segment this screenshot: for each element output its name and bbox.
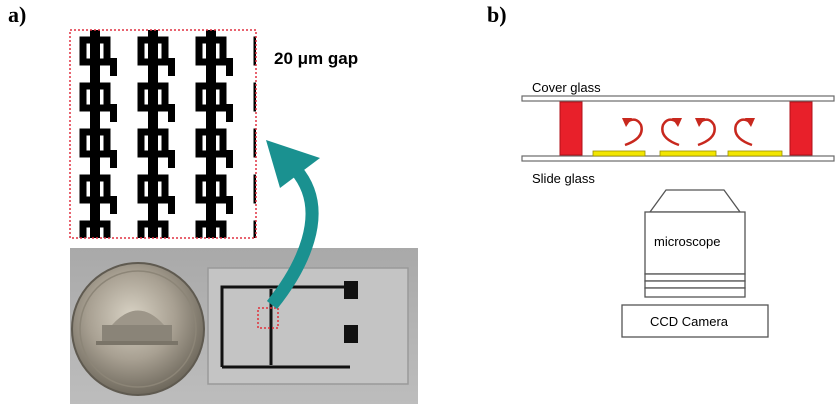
objective-lens xyxy=(648,189,742,213)
slide-glass xyxy=(521,155,835,162)
flow-arrows xyxy=(622,118,755,147)
electrode-1 xyxy=(592,150,646,157)
gap-label: 20 μm gap xyxy=(274,49,358,68)
device-photo xyxy=(70,248,418,404)
electrode-2 xyxy=(659,150,717,157)
microscope xyxy=(644,189,746,298)
electrode-3 xyxy=(727,150,783,157)
zoom-region-box xyxy=(257,307,279,329)
panel-a-label: a) xyxy=(8,2,26,27)
electrodes xyxy=(592,150,783,157)
coin xyxy=(71,262,205,396)
pad-bottom xyxy=(344,325,358,343)
panel-b-label: b) xyxy=(487,2,507,27)
spacer-right xyxy=(789,101,813,156)
ccd-camera-label: CCD Camera xyxy=(650,314,729,329)
spacer-left xyxy=(559,101,583,156)
cover-glass-label: Cover glass xyxy=(532,80,601,95)
curved-arrow xyxy=(266,140,320,310)
inset-border xyxy=(69,29,257,239)
slide-glass-label: Slide glass xyxy=(532,171,595,186)
electrode-pattern-inset xyxy=(69,29,257,239)
microscope-label: microscope xyxy=(654,234,720,249)
ccd-camera xyxy=(621,304,769,338)
cover-glass xyxy=(521,95,835,102)
pad-top xyxy=(344,281,358,299)
